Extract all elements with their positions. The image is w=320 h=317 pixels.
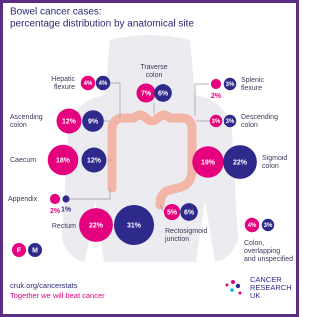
value-label: 4%: [84, 81, 93, 87]
value-label: 22%: [233, 159, 248, 166]
site-label: Hepatic: [51, 76, 75, 83]
female-circle: [211, 79, 221, 89]
site-label: Appendix: [8, 196, 38, 203]
site-label: junction: [164, 236, 189, 243]
footer-link[interactable]: cruk.org/cancerstats: [10, 281, 78, 290]
value-label: 2%: [50, 208, 61, 215]
value-label: 22%: [89, 222, 104, 229]
female-circle: [50, 194, 60, 204]
value-label: 3%: [226, 82, 235, 88]
value-label: 12%: [62, 118, 77, 125]
value-label: 6%: [158, 90, 169, 97]
logo-dot: [236, 284, 240, 288]
value-label: 5%: [167, 209, 178, 216]
site-label: Caecum: [10, 157, 36, 164]
value-label: 6%: [184, 209, 195, 216]
site-label: colon: [146, 72, 163, 79]
site-label: colon: [241, 122, 258, 129]
legend-female: F: [17, 247, 22, 254]
value-label: 12%: [87, 157, 102, 164]
value-label: 2%: [211, 93, 222, 100]
value-label: 4%: [248, 223, 257, 229]
site-label: colon: [262, 163, 279, 170]
footer-tagline: Together we will beat cancer: [10, 291, 105, 300]
value-label: 3%: [226, 119, 235, 125]
value-label: 3%: [264, 223, 273, 229]
value-label: 19%: [201, 159, 216, 166]
site-label: overlapping: [244, 248, 280, 255]
site-label: Sigmoid: [262, 155, 287, 162]
value-label: 31%: [127, 222, 142, 229]
site-label: and unspecified: [244, 256, 293, 263]
value-label: 9%: [88, 118, 99, 125]
site-label: Traverse: [140, 64, 167, 71]
value-label: 4%: [99, 81, 108, 87]
logo-dot: [226, 284, 229, 287]
male-circle: [62, 195, 69, 202]
logo-dot: [230, 288, 234, 292]
site-label: flexure: [54, 84, 75, 91]
site-label: Descending: [241, 114, 278, 121]
site-label: Colon,: [244, 240, 264, 247]
site-label: colon: [10, 122, 27, 129]
value-label: 3%: [212, 119, 221, 125]
site-label: Splenic: [241, 77, 264, 84]
title-line: Bowel cancer cases:: [10, 7, 102, 18]
logo-dot: [231, 280, 235, 284]
site-label: Rectosigmoid: [165, 228, 208, 235]
value-label: 7%: [141, 90, 152, 97]
site-label: flexure: [241, 85, 262, 92]
legend-male: M: [32, 247, 38, 254]
value-label: 18%: [56, 157, 71, 164]
value-label: 1%: [61, 206, 72, 213]
logo-dot: [239, 292, 242, 295]
logo-text: UK: [250, 291, 260, 300]
title-line: percentage distribution by anatomical si…: [10, 19, 194, 30]
site-label: Rectum: [52, 223, 76, 230]
site-label: Ascending: [10, 114, 43, 121]
infographic: Bowel cancer cases: percentage distribut…: [0, 0, 299, 317]
